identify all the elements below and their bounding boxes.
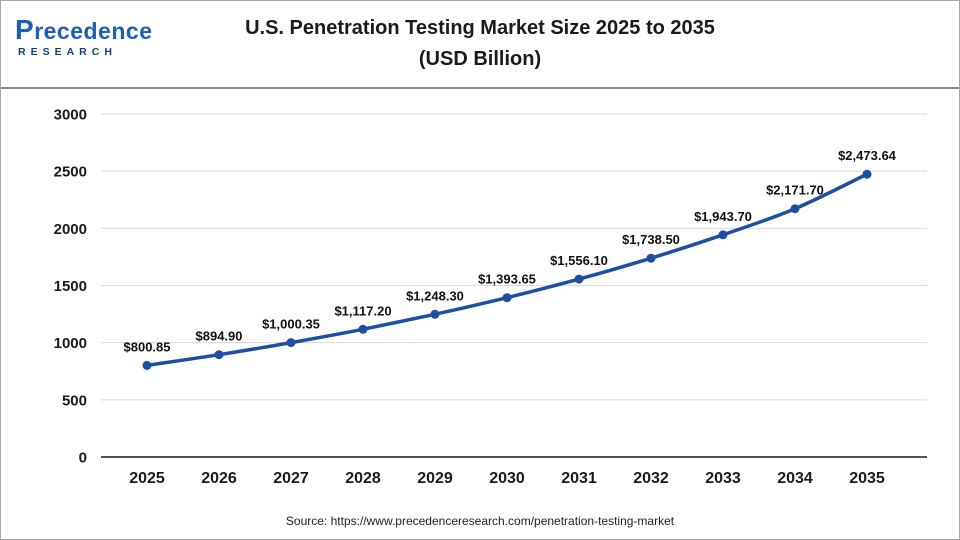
data-point — [862, 169, 872, 179]
data-point — [790, 204, 800, 214]
data-label: $1,738.50 — [622, 232, 680, 247]
chart-title-line2: (USD Billion) — [418, 48, 542, 70]
data-point — [718, 230, 728, 240]
data-label: $2,171.70 — [766, 183, 824, 198]
x-tick-label: 2030 — [489, 470, 525, 487]
data-label: $2,473.64 — [838, 148, 897, 163]
series-line — [145, 172, 869, 368]
logo-subtitle: RESEARCH — [18, 46, 117, 59]
y-tick-label: 2000 — [54, 221, 87, 238]
data-point — [430, 309, 440, 319]
y-tick-label: 3000 — [54, 107, 87, 124]
y-tick-label: 1000 — [54, 335, 87, 352]
data-point — [358, 324, 368, 334]
line-chart: 0 500 1000 1500 2000 2500 3000 2025 2026 2027 2028… — [54, 107, 927, 487]
y-tick-label: 1500 — [54, 278, 87, 295]
x-tick-label: 2025 — [129, 470, 165, 487]
y-tick-label: 0 — [79, 450, 87, 467]
x-tick-label: 2026 — [201, 470, 237, 487]
y-tick-label: 2500 — [54, 164, 87, 181]
data-point — [214, 350, 224, 360]
x-tick-label: 2034 — [777, 470, 813, 487]
precedence-logo: Precedence RESEARCH — [15, 15, 153, 58]
x-tick-label: 2032 — [633, 470, 669, 487]
data-point — [142, 360, 152, 370]
data-label: $894.90 — [196, 329, 243, 344]
header: Precedence RESEARCH U.S. Penetration Tes… — [1, 1, 959, 89]
data-point — [502, 293, 512, 303]
data-label: $800.85 — [124, 339, 171, 354]
x-tick-label: 2028 — [345, 470, 381, 487]
x-tick-label: 2027 — [273, 470, 309, 487]
chart-title-line1: U.S. Penetration Testing Market Size 202… — [245, 17, 715, 39]
logo-wordmark: Precedence — [15, 14, 153, 45]
data-label: $1,000.35 — [262, 317, 320, 332]
y-tick-label: 500 — [62, 392, 87, 409]
data-label: $1,393.65 — [478, 272, 536, 287]
data-label: $1,248.30 — [406, 288, 464, 303]
data-label: $1,117.20 — [334, 303, 391, 318]
x-tick-label: 2031 — [561, 470, 597, 487]
source-text: Source: https://www.precedenceresearch.c… — [285, 514, 675, 528]
chart-area: 0 500 1000 1500 2000 2500 3000 2025 2026 2027 2028… — [1, 89, 959, 494]
x-tick-label: 2035 — [849, 470, 885, 487]
x-tick-label: 2033 — [705, 470, 741, 487]
data-point — [646, 253, 656, 263]
data-point — [286, 338, 296, 348]
x-tick-label: 2029 — [417, 470, 453, 487]
page-title: U.S. Penetration Testing Market Size 202… — [1, 13, 959, 75]
data-label: $1,556.10 — [550, 253, 608, 268]
data-point — [574, 274, 584, 284]
data-label: $1,943.70 — [694, 209, 752, 224]
